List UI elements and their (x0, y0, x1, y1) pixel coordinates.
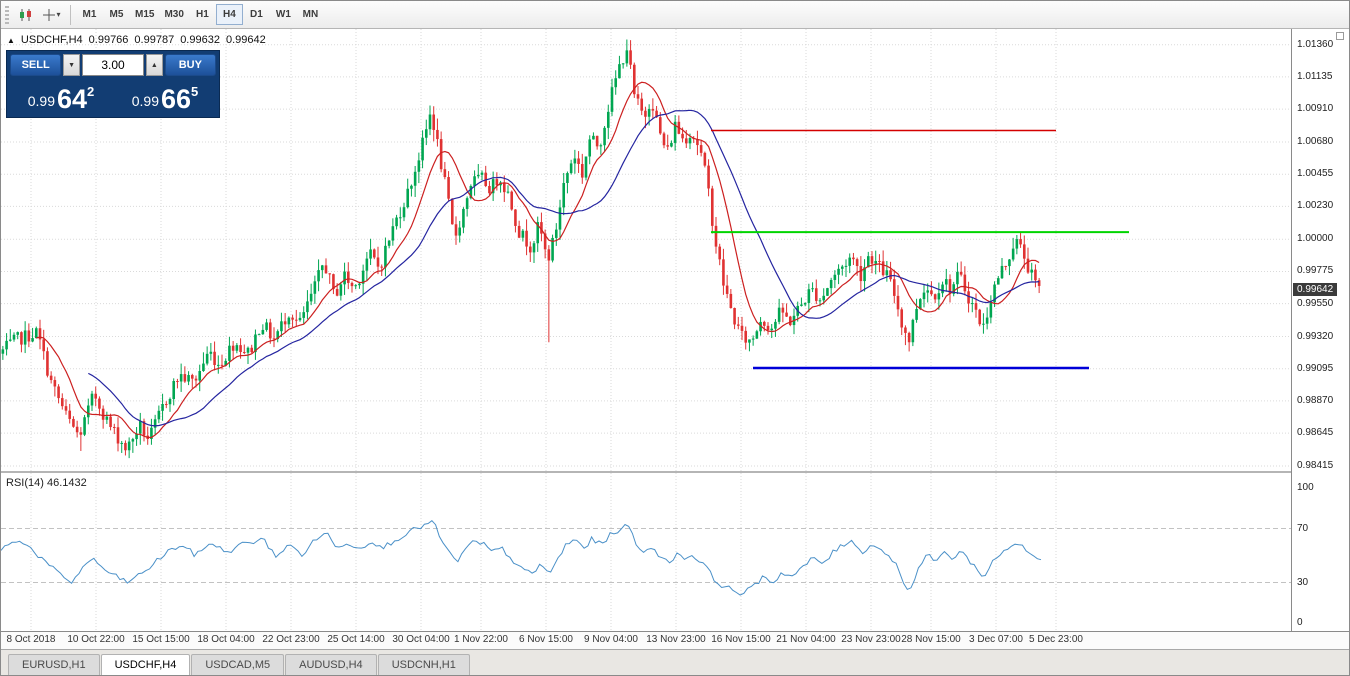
tf-button-d1[interactable]: D1 (243, 4, 270, 25)
price-axis-label: 0.98870 (1297, 394, 1334, 406)
tf-button-m15[interactable]: M15 (130, 4, 159, 25)
buy-button[interactable]: BUY (164, 54, 216, 76)
rsi-axis-label: 30 (1297, 576, 1309, 588)
time-axis-label: 21 Nov 04:00 (776, 634, 836, 645)
time-axis-label: 16 Nov 15:00 (711, 634, 771, 645)
ohlc-header: ▲ USDCHF,H4 0.99766 0.99787 0.99632 0.99… (7, 34, 266, 46)
tf-button-h1[interactable]: H1 (189, 4, 216, 25)
rsi-axis-label: 100 (1297, 482, 1314, 493)
sell-price-sup: 2 (87, 84, 95, 99)
time-axis-label: 8 Oct 2018 (6, 634, 56, 645)
rsi-indicator-label: RSI(14) 46.1432 (6, 477, 87, 489)
price-axis-label: 0.99550 (1297, 297, 1334, 309)
toolbar: ▾ M1 M5 M15 M30 H1 H4 D1 W1 MN (1, 1, 1349, 29)
time-axis-label: 22 Oct 23:00 (262, 634, 320, 645)
volume-decrease-button[interactable]: ▼ (63, 54, 80, 76)
time-axis-label: 3 Dec 07:00 (969, 634, 1023, 645)
tf-button-m5[interactable]: M5 (103, 4, 130, 25)
crosshair-icon (43, 8, 56, 21)
time-axis-label: 15 Oct 15:00 (132, 634, 190, 645)
time-axis-label: 13 Nov 23:00 (646, 634, 706, 645)
rsi-indicator-canvas[interactable] (1, 473, 1293, 631)
candlestick-chart-icon (20, 8, 31, 21)
tf-button-w1[interactable]: W1 (270, 4, 297, 25)
buy-price-sup: 5 (191, 84, 199, 99)
price-axis-label: 0.98645 (1297, 427, 1334, 439)
buy-price-big: 66 (160, 83, 192, 114)
main-chart-canvas[interactable] (1, 29, 1293, 471)
price-axis-label: 1.00455 (1297, 168, 1334, 180)
time-axis-label: 25 Oct 14:00 (327, 634, 385, 645)
sell-price-base: 0.99 (27, 93, 55, 109)
sell-price-display[interactable]: 0.99 64 2 (10, 78, 112, 114)
symbol-marker-icon: ▲ (7, 35, 15, 45)
tab-usdchf-h4[interactable]: USDCHF,H4 (100, 654, 191, 675)
time-axis-label: 1 Nov 22:00 (454, 634, 508, 645)
rsi-axis-label: 0 (1297, 617, 1303, 628)
candlestick-chart-icon-button[interactable] (13, 4, 39, 26)
panel-divider[interactable] (1, 471, 1349, 473)
tab-eurusd-h1[interactable]: EURUSD,H1 (8, 654, 100, 675)
tf-button-m30[interactable]: M30 (159, 4, 188, 25)
rsi-axis-label: 70 (1297, 522, 1309, 534)
ohlc-close: 0.99642 (225, 34, 266, 46)
chart-shift-box[interactable] (1336, 32, 1344, 40)
chart-tab-bar: EURUSD,H1 USDCHF,H4 USDCAD,M5 AUDUSD,H4 … (1, 649, 1349, 675)
tf-button-mn[interactable]: MN (297, 4, 324, 25)
price-axis-label: 1.00230 (1297, 200, 1334, 212)
volume-input[interactable] (82, 54, 144, 76)
toolbar-grip[interactable] (5, 5, 9, 24)
ohlc-low: 0.99632 (180, 34, 220, 46)
price-axis-label: 1.00910 (1297, 103, 1334, 115)
ohlc-high: 0.99787 (134, 34, 175, 46)
time-axis-label: 6 Nov 15:00 (519, 634, 573, 645)
tf-button-h4[interactable]: H4 (215, 4, 243, 25)
buy-price-base: 0.99 (131, 93, 159, 109)
price-axis-label: 0.99775 (1297, 265, 1334, 277)
sell-price-big: 64 (56, 83, 88, 114)
time-axis-label: 10 Oct 22:00 (67, 634, 125, 645)
price-axis-label: 1.00680 (1297, 136, 1334, 147)
price-axis-label: 1.01360 (1297, 38, 1334, 50)
time-axis-label: 9 Nov 04:00 (584, 634, 638, 645)
crosshair-tool-button[interactable]: ▾ (39, 4, 65, 26)
buy-price-display[interactable]: 0.99 66 5 (114, 78, 216, 114)
ohlc-symbol: USDCHF,H4 (20, 34, 83, 46)
time-axis-label: 28 Nov 15:00 (901, 634, 961, 645)
time-axis-label: 23 Nov 23:00 (841, 634, 901, 645)
price-axis-label: 0.98415 (1297, 459, 1334, 471)
price-axis[interactable]: 0.99642 1.01360 1.01135 1.00910 1.00680 1.00… (1291, 29, 1349, 631)
tf-button-m1[interactable]: M1 (76, 4, 103, 25)
price-axis-label: 1.01135 (1297, 70, 1333, 82)
price-axis-label: 1.00000 (1297, 233, 1334, 245)
price-axis-label: 0.99095 (1297, 362, 1334, 374)
dropdown-caret-icon: ▾ (56, 10, 61, 19)
price-axis-label: 0.99320 (1297, 330, 1334, 342)
sell-button[interactable]: SELL (10, 54, 62, 76)
ohlc-open: 0.99766 (88, 34, 129, 46)
time-axis-label: 5 Dec 23:00 (1029, 634, 1083, 645)
tab-audusd-h4[interactable]: AUDUSD,H4 (285, 654, 377, 675)
chart-area: ▲ USDCHF,H4 0.99766 0.99787 0.99632 0.99… (1, 29, 1349, 631)
time-axis-label: 30 Oct 04:00 (392, 634, 450, 645)
volume-increase-button[interactable]: ▲ (146, 54, 163, 76)
time-axis-label: 18 Oct 04:00 (197, 634, 255, 645)
time-axis[interactable]: 8 Oct 2018 10 Oct 22:00 15 Oct 15:00 18 Oct… (1, 631, 1349, 649)
tab-usdcnh-h1[interactable]: USDCNH,H1 (377, 654, 470, 675)
toolbar-separator (70, 4, 71, 25)
current-price-badge: 0.99642 (1293, 283, 1338, 297)
tab-usdcad-m5[interactable]: USDCAD,M5 (191, 654, 285, 675)
